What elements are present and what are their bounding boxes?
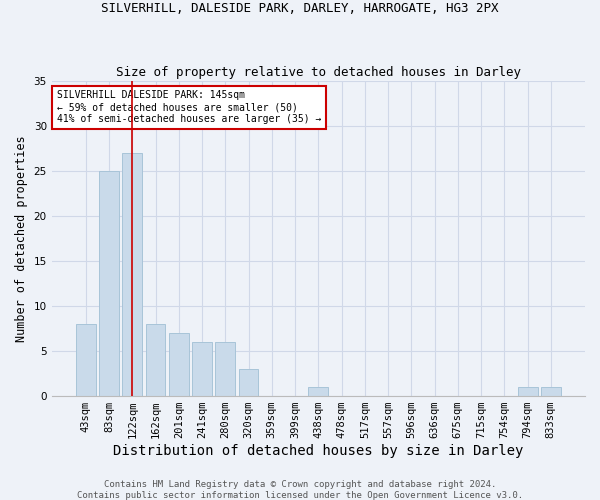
Bar bbox=[192, 342, 212, 396]
Bar bbox=[146, 324, 166, 396]
Title: Size of property relative to detached houses in Darley: Size of property relative to detached ho… bbox=[116, 66, 521, 78]
Bar bbox=[76, 324, 95, 396]
Bar bbox=[99, 171, 119, 396]
Text: SILVERHILL, DALESIDE PARK, DARLEY, HARROGATE, HG3 2PX: SILVERHILL, DALESIDE PARK, DARLEY, HARRO… bbox=[101, 2, 499, 16]
X-axis label: Distribution of detached houses by size in Darley: Distribution of detached houses by size … bbox=[113, 444, 524, 458]
Bar bbox=[308, 386, 328, 396]
Text: SILVERHILL DALESIDE PARK: 145sqm
← 59% of detached houses are smaller (50)
41% o: SILVERHILL DALESIDE PARK: 145sqm ← 59% o… bbox=[57, 90, 322, 124]
Y-axis label: Number of detached properties: Number of detached properties bbox=[15, 135, 28, 342]
Text: Contains HM Land Registry data © Crown copyright and database right 2024.
Contai: Contains HM Land Registry data © Crown c… bbox=[77, 480, 523, 500]
Bar bbox=[169, 332, 188, 396]
Bar bbox=[122, 153, 142, 396]
Bar bbox=[239, 368, 259, 396]
Bar bbox=[518, 386, 538, 396]
Bar bbox=[215, 342, 235, 396]
Bar bbox=[541, 386, 561, 396]
